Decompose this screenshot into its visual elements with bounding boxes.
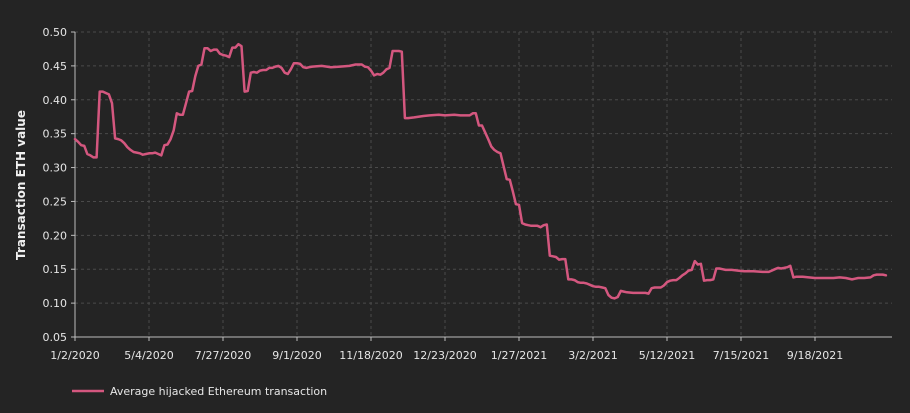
x-tick-label: 9/1/2020	[272, 349, 321, 362]
x-tick-labels: 1/2/2020 5/4/2020 7/27/2020 9/1/2020 11/18/2…	[50, 337, 843, 362]
y-tick-label: 0.10	[43, 297, 68, 310]
y-tick-label: 0.15	[43, 263, 68, 276]
chart-series	[73, 42, 888, 300]
x-tick-label: 3/2/2021	[568, 349, 617, 362]
y-tick-label: 0.05	[43, 331, 68, 344]
x-tick-label: 1/2/2020	[50, 349, 99, 362]
chart-legend[interactable]: Average hijacked Ethereum transaction	[72, 385, 327, 398]
y-tick-label: 0.45	[43, 60, 68, 73]
y-tick-labels: 0.05 0.10 0.15 0.20 0.25 0.30 0.35 0.40 0.45 0.50	[43, 26, 75, 344]
series-line	[73, 42, 888, 300]
x-tick-label: 12/23/2020	[413, 349, 476, 362]
y-tick-label: 0.25	[43, 195, 68, 208]
y-tick-label: 0.20	[43, 229, 68, 242]
x-tick-label: 5/4/2020	[124, 349, 173, 362]
y-tick-label: 0.50	[43, 26, 68, 39]
chart-axes	[74, 32, 892, 338]
y-tick-label: 0.35	[43, 128, 68, 141]
x-tick-label: 7/27/2020	[195, 349, 251, 362]
x-tick-label: 5/12/2021	[639, 349, 695, 362]
legend-label: Average hijacked Ethereum transaction	[110, 385, 327, 398]
y-tick-label: 0.40	[43, 94, 68, 107]
x-tick-label: 1/27/2021	[491, 349, 547, 362]
y-tick-label: 0.30	[43, 162, 68, 175]
x-tick-label: 11/18/2020	[339, 349, 402, 362]
x-tick-label: 9/18/2021	[787, 349, 843, 362]
chart-grid	[75, 31, 892, 337]
x-tick-label: 7/15/2021	[713, 349, 769, 362]
y-axis-label: Transaction ETH value	[14, 110, 28, 260]
